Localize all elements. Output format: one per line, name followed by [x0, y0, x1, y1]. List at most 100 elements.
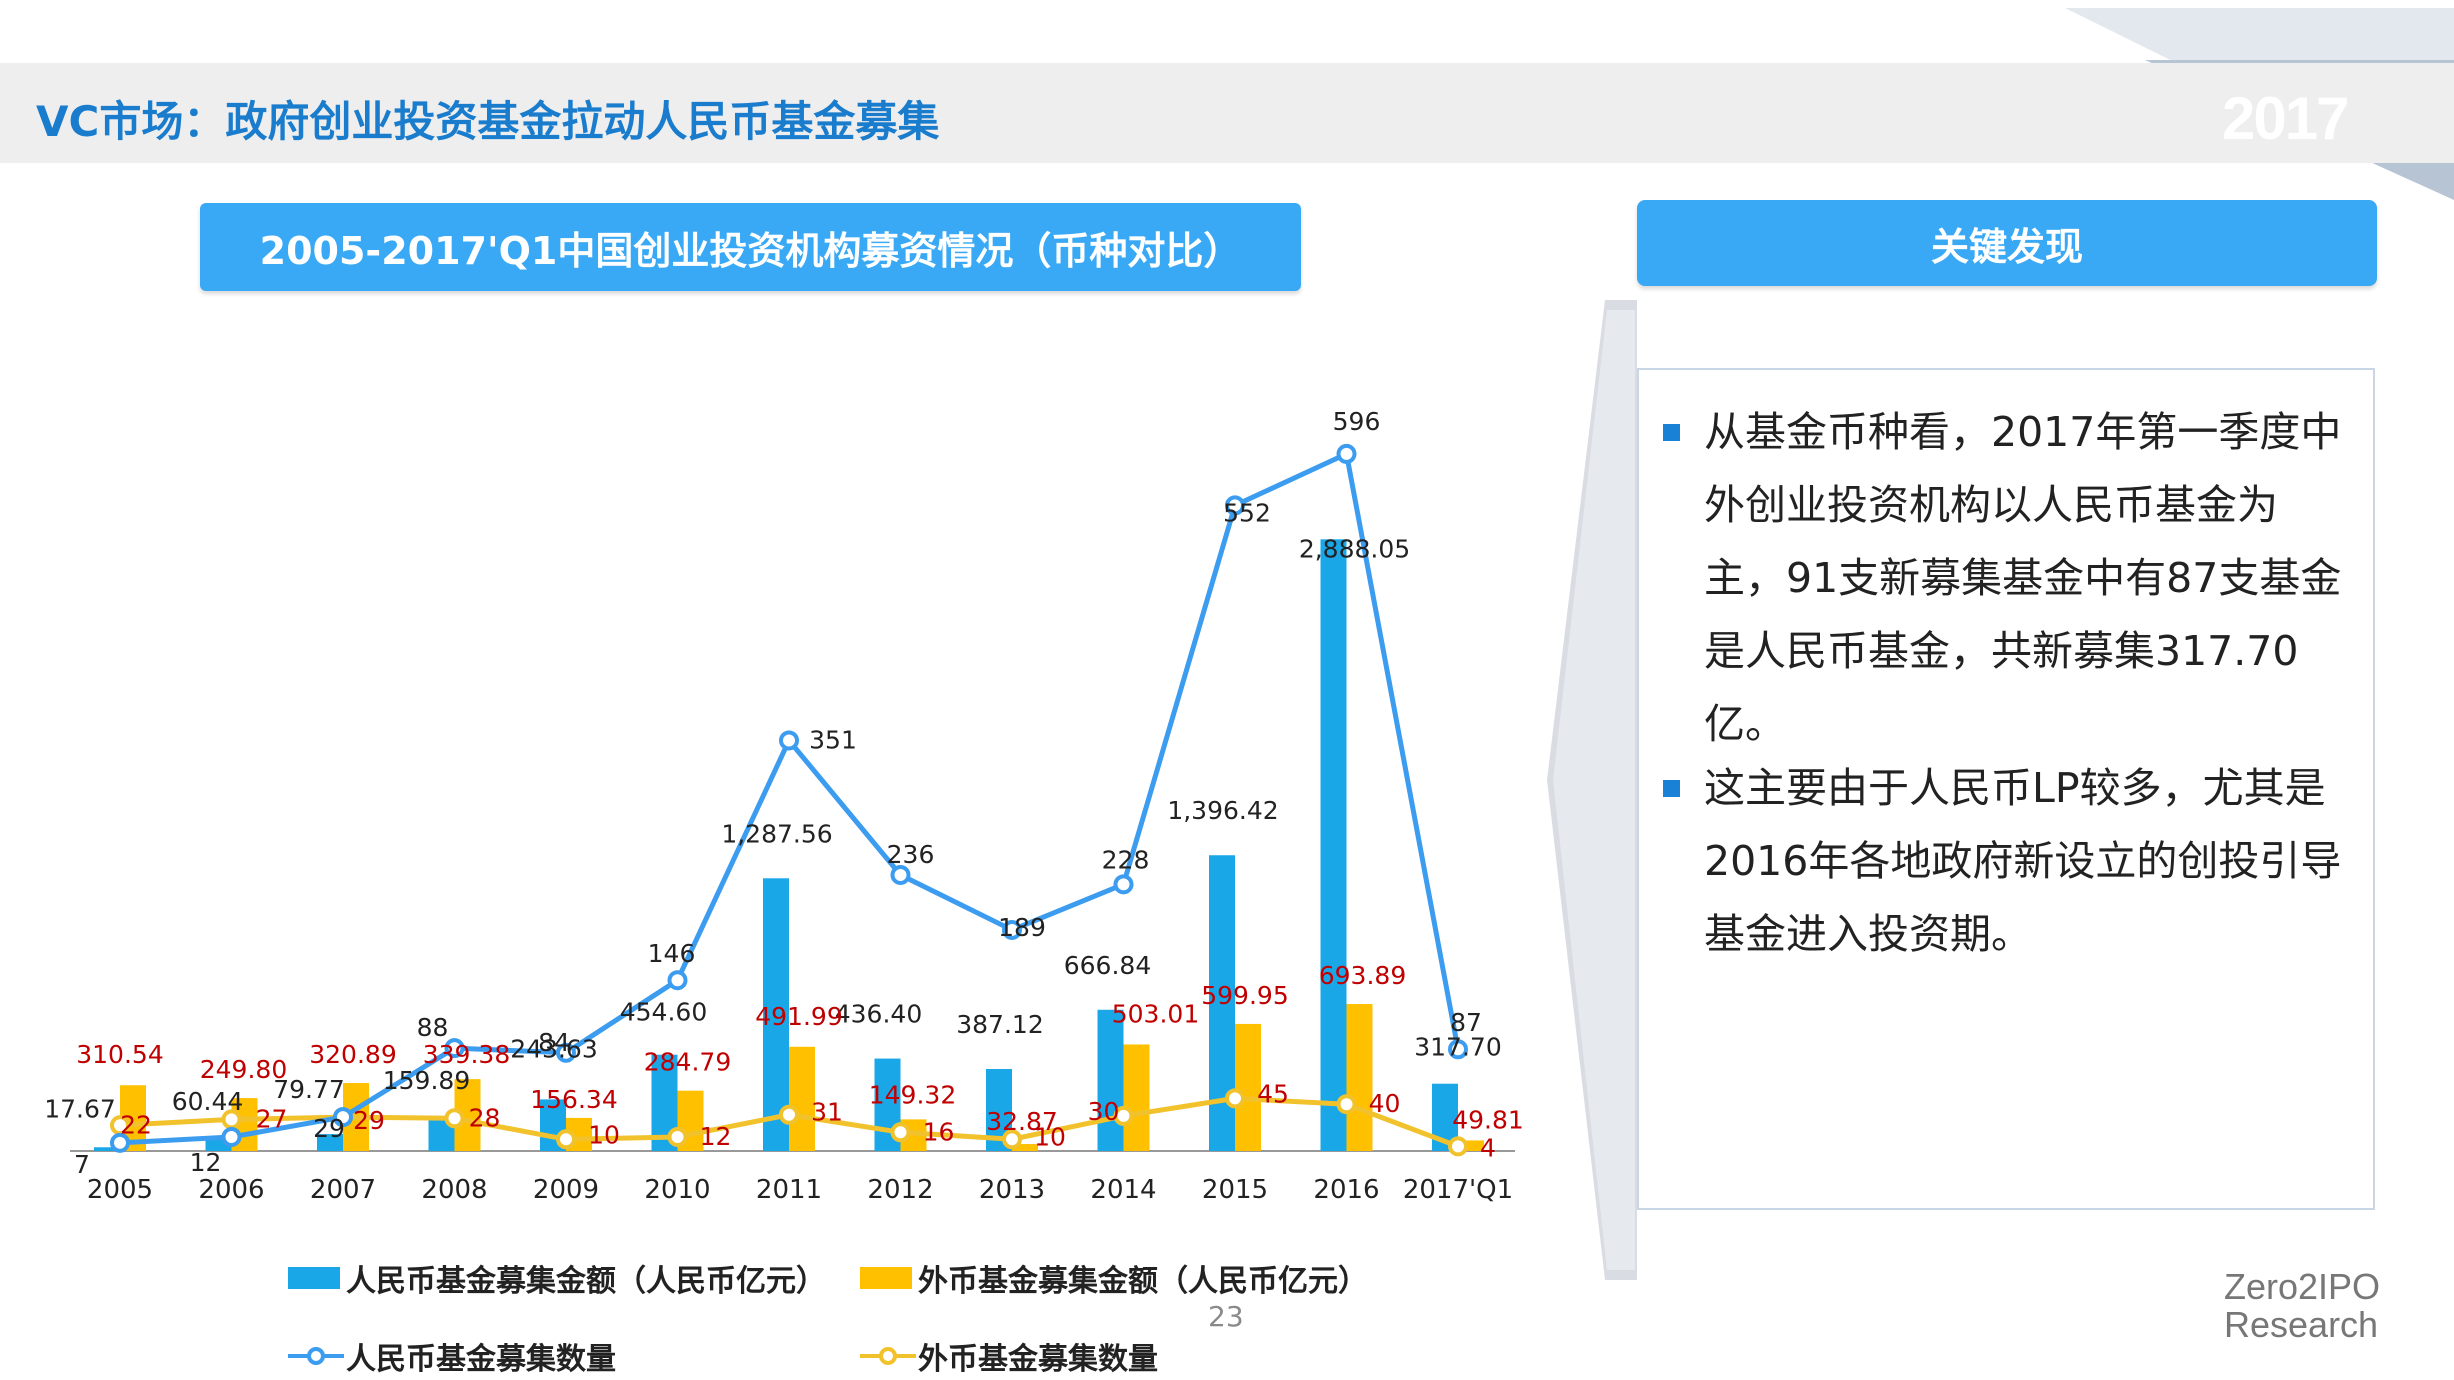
legend-label-foreign-count: 外币基金募集数量 [918, 1342, 1158, 1377]
foreign-amount-label: 320.89 [309, 1040, 396, 1069]
rmb-amount-label: 1,396.42 [1167, 796, 1278, 825]
findings-heading: 关键发现 [1637, 200, 2377, 286]
legend-line-foreign-icon [860, 1347, 916, 1365]
rmb-count-point [1002, 919, 1022, 940]
x-tick-label: 2010 [644, 1175, 710, 1205]
rmb-amount-label: 454.60 [620, 998, 707, 1027]
rmb-amount-label: 436.40 [835, 1000, 922, 1029]
rmb-count-point [556, 1042, 576, 1063]
page-title: VC市场：政府创业投资基金拉动人民币基金募集 [36, 97, 940, 146]
finding-bullet-2: 这主要由于人民币LP较多，尤其是2016年各地政府新设立的创投引导基金进入投资期… [1663, 752, 2353, 971]
foreign-count-point [1225, 1088, 1245, 1109]
brand-logo: Zero2IPO Research [2224, 1268, 2380, 1344]
rmb-amount-label: 317.70 [1414, 1033, 1501, 1062]
foreign-count-point [556, 1129, 576, 1150]
foreign-count-label: 30 [1088, 1097, 1120, 1126]
rmb-amount-label: 17.67 [44, 1094, 116, 1123]
legend-label-rmb-count: 人民币基金募集数量 [346, 1342, 616, 1377]
foreign-count-label: 22 [120, 1110, 152, 1139]
foreign-count-point [1336, 1094, 1357, 1115]
rmb-count-point [779, 730, 799, 751]
rmb-amount-label: 60.44 [172, 1087, 244, 1116]
rmb-count-label: 189 [998, 913, 1046, 942]
finding-text-2: 这主要由于人民币LP较多，尤其是2016年各地政府新设立的创投引导基金进入投资期… [1704, 764, 2342, 958]
foreign-count-point [1002, 1129, 1022, 1150]
foreign-count-label: 31 [811, 1098, 843, 1127]
bullet-square-icon [1663, 780, 1680, 797]
x-tick-label: 2014 [1090, 1175, 1156, 1205]
rmb-count-point [333, 1107, 353, 1128]
foreign-amount-label: 491.99 [755, 1002, 842, 1031]
bullet-square-icon [1663, 424, 1680, 441]
legend-label-rmb-amount: 人民币基金募集金额（人民币亿元） [346, 1264, 826, 1299]
header-band [0, 63, 2454, 163]
finding-text-1: 从基金币种看，2017年第一季度中外创业投资机构以人民币基金为主，91支新募集基… [1704, 408, 2342, 748]
x-tick-label: 2006 [198, 1175, 264, 1205]
year-label: 2017 [2222, 85, 2349, 152]
finding-bullet-1: 从基金币种看，2017年第一季度中外创业投资机构以人民币基金为主，91支新募集基… [1663, 396, 2353, 761]
legend-rmb-count: 人民币基金募集数量 [288, 1334, 616, 1378]
rmb-count-label: 596 [1333, 407, 1381, 436]
bar-rmb [94, 1147, 120, 1151]
rmb-amount-label: 79.77 [273, 1075, 345, 1104]
rmb-count-label: 146 [648, 939, 696, 968]
bar-foreign [789, 1046, 815, 1151]
rmb-count-point [1336, 443, 1357, 464]
foreign-amount-label: 156.34 [530, 1085, 617, 1114]
foreign-count-label: 28 [469, 1103, 501, 1132]
foreign-count-label: 45 [1257, 1079, 1289, 1108]
brand-line-1: Zero2IPO [2224, 1266, 2381, 1307]
rmb-amount-label: 243.63 [510, 1034, 597, 1063]
foreign-count-point [444, 1108, 465, 1129]
foreign-count-point [667, 1126, 688, 1147]
foreign-amount-label: 503.01 [1112, 999, 1199, 1028]
x-tick-label: 2009 [533, 1175, 599, 1205]
legend-label-foreign-amount: 外币基金募集金额（人民币亿元） [918, 1264, 1368, 1299]
foreign-count-point [1448, 1136, 1468, 1157]
rmb-amount-label: 159.89 [383, 1066, 470, 1095]
rmb-count-point [1225, 495, 1245, 516]
rmb-count-point [890, 864, 911, 885]
foreign-count-label: 16 [923, 1117, 955, 1146]
rmb-count-point [1448, 1039, 1468, 1060]
bar-rmb [317, 1134, 343, 1151]
rmb-count-point [1113, 874, 1134, 895]
foreign-count-label: 10 [1034, 1122, 1066, 1151]
x-tick-label: 2013 [979, 1175, 1045, 1205]
foreign-count-point [890, 1122, 911, 1143]
bar-rmb [1097, 1009, 1124, 1151]
rmb-count-label: 29 [313, 1114, 345, 1143]
fundraising-chart: 2005 2006 2007 2008 2009 2010 2011 2012 2013 2014… [44, 407, 1524, 1205]
rmb-count-point [110, 1132, 130, 1153]
foreign-amount-label: 339.38 [423, 1040, 510, 1069]
findings-panel [1637, 368, 2375, 1210]
brand-line-2: Research [2224, 1304, 2379, 1345]
bar-rmb [763, 878, 789, 1151]
foreign-amount-label: 249.80 [200, 1055, 287, 1084]
foreign-amount-label: 32.87 [986, 1107, 1058, 1136]
foreign-count-label: 27 [256, 1104, 288, 1133]
bar-foreign [1123, 1044, 1150, 1151]
foreign-amount-label: 310.54 [76, 1040, 163, 1069]
bar-foreign [1012, 1144, 1038, 1151]
x-tick-label: 2007 [310, 1175, 376, 1205]
rmb-count-label: 236 [887, 840, 935, 869]
foreign-count-label: 4 [1480, 1133, 1496, 1162]
rmb-count-label: 7 [74, 1150, 90, 1179]
rmb-count-label: 84 [538, 1028, 570, 1057]
legend-swatch-rmb [288, 1267, 340, 1289]
chart-title: 2005-2017'Q1中国创业投资机构募资情况（币种对比） [200, 203, 1301, 291]
x-tick-label: 2012 [867, 1175, 933, 1205]
bar-foreign [1346, 1004, 1373, 1151]
legend-line-rmb-icon [288, 1347, 344, 1365]
foreign-count-label: 29 [353, 1106, 385, 1135]
foreign-amount-label: 693.89 [1319, 961, 1406, 990]
x-tick-label: 2008 [421, 1175, 487, 1205]
foreign-count-label: 10 [588, 1120, 620, 1149]
foreign-count-label: 12 [700, 1122, 732, 1151]
rmb-count-label: 552 [1223, 498, 1271, 527]
legend-rmb-amount: 人民币基金募集金额（人民币亿元） [288, 1256, 826, 1300]
rmb-amount-label: 387.12 [956, 1010, 1043, 1039]
foreign-amount-label: 49.81 [1452, 1105, 1524, 1134]
rmb-count-label: 351 [809, 725, 857, 754]
